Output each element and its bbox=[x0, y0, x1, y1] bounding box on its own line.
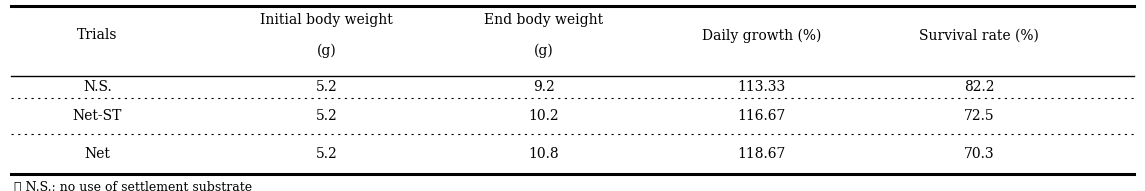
Text: Net-ST: Net-ST bbox=[72, 109, 123, 123]
Text: 116.67: 116.67 bbox=[737, 109, 785, 123]
Text: 118.67: 118.67 bbox=[737, 147, 785, 161]
Text: 9.2: 9.2 bbox=[534, 80, 554, 94]
Text: N.S.: N.S. bbox=[82, 80, 112, 94]
Text: End body weight: End body weight bbox=[484, 13, 603, 27]
Text: 72.5: 72.5 bbox=[964, 109, 994, 123]
Text: 10.2: 10.2 bbox=[529, 109, 559, 123]
Text: ※ N.S.; no use of settlement substrate: ※ N.S.; no use of settlement substrate bbox=[14, 181, 252, 191]
Text: Daily growth (%): Daily growth (%) bbox=[702, 28, 821, 43]
Text: 70.3: 70.3 bbox=[964, 147, 994, 161]
Text: (g): (g) bbox=[534, 43, 554, 58]
Text: Net: Net bbox=[85, 147, 110, 161]
Text: 5.2: 5.2 bbox=[316, 147, 337, 161]
Text: Trials: Trials bbox=[77, 28, 118, 42]
Text: 82.2: 82.2 bbox=[964, 80, 994, 94]
Text: 5.2: 5.2 bbox=[316, 109, 337, 123]
Text: Survival rate (%): Survival rate (%) bbox=[919, 28, 1039, 42]
Text: 5.2: 5.2 bbox=[316, 80, 337, 94]
Text: 113.33: 113.33 bbox=[737, 80, 785, 94]
Text: 10.8: 10.8 bbox=[529, 147, 559, 161]
Text: (g): (g) bbox=[316, 43, 337, 58]
Text: Initial body weight: Initial body weight bbox=[260, 13, 393, 27]
